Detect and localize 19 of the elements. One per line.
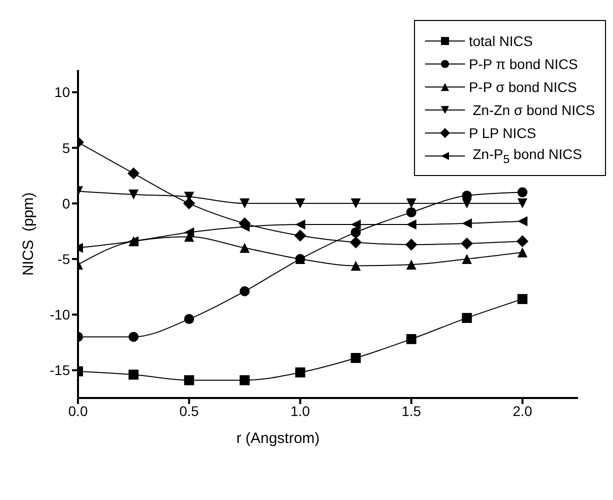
x-tick-label: 2.0 xyxy=(512,402,532,419)
y-tick-label: -5 xyxy=(58,250,70,267)
legend-label: P-P π bond NICS xyxy=(468,56,578,72)
x-axis-title: r (Angstrom) xyxy=(236,430,320,447)
legend-label: P-P σ bond NICS xyxy=(468,78,577,94)
y-tick-label: 10 xyxy=(54,84,70,100)
legend-label: total NICS xyxy=(468,32,533,48)
x-tick-label: 1.0 xyxy=(290,402,310,419)
legend-label: Zn-Zn σ bond NICS xyxy=(472,102,595,118)
legend-label: Zn-P$_{5}$ bond NICS xyxy=(472,146,582,166)
y-tick-label: 0 xyxy=(62,195,70,212)
x-tick-label: 0.5 xyxy=(179,402,200,419)
y-tick-label: -15 xyxy=(50,362,70,378)
y-axis-title: NICS (ppm) xyxy=(20,192,37,276)
y-tick-label: 5 xyxy=(62,140,70,156)
x-tick-label: 1.5 xyxy=(402,402,422,419)
legend-label: P LP NICS xyxy=(468,124,536,140)
x-tick-label: 0.0 xyxy=(68,402,88,419)
y-tick-label: -10 xyxy=(50,306,70,323)
